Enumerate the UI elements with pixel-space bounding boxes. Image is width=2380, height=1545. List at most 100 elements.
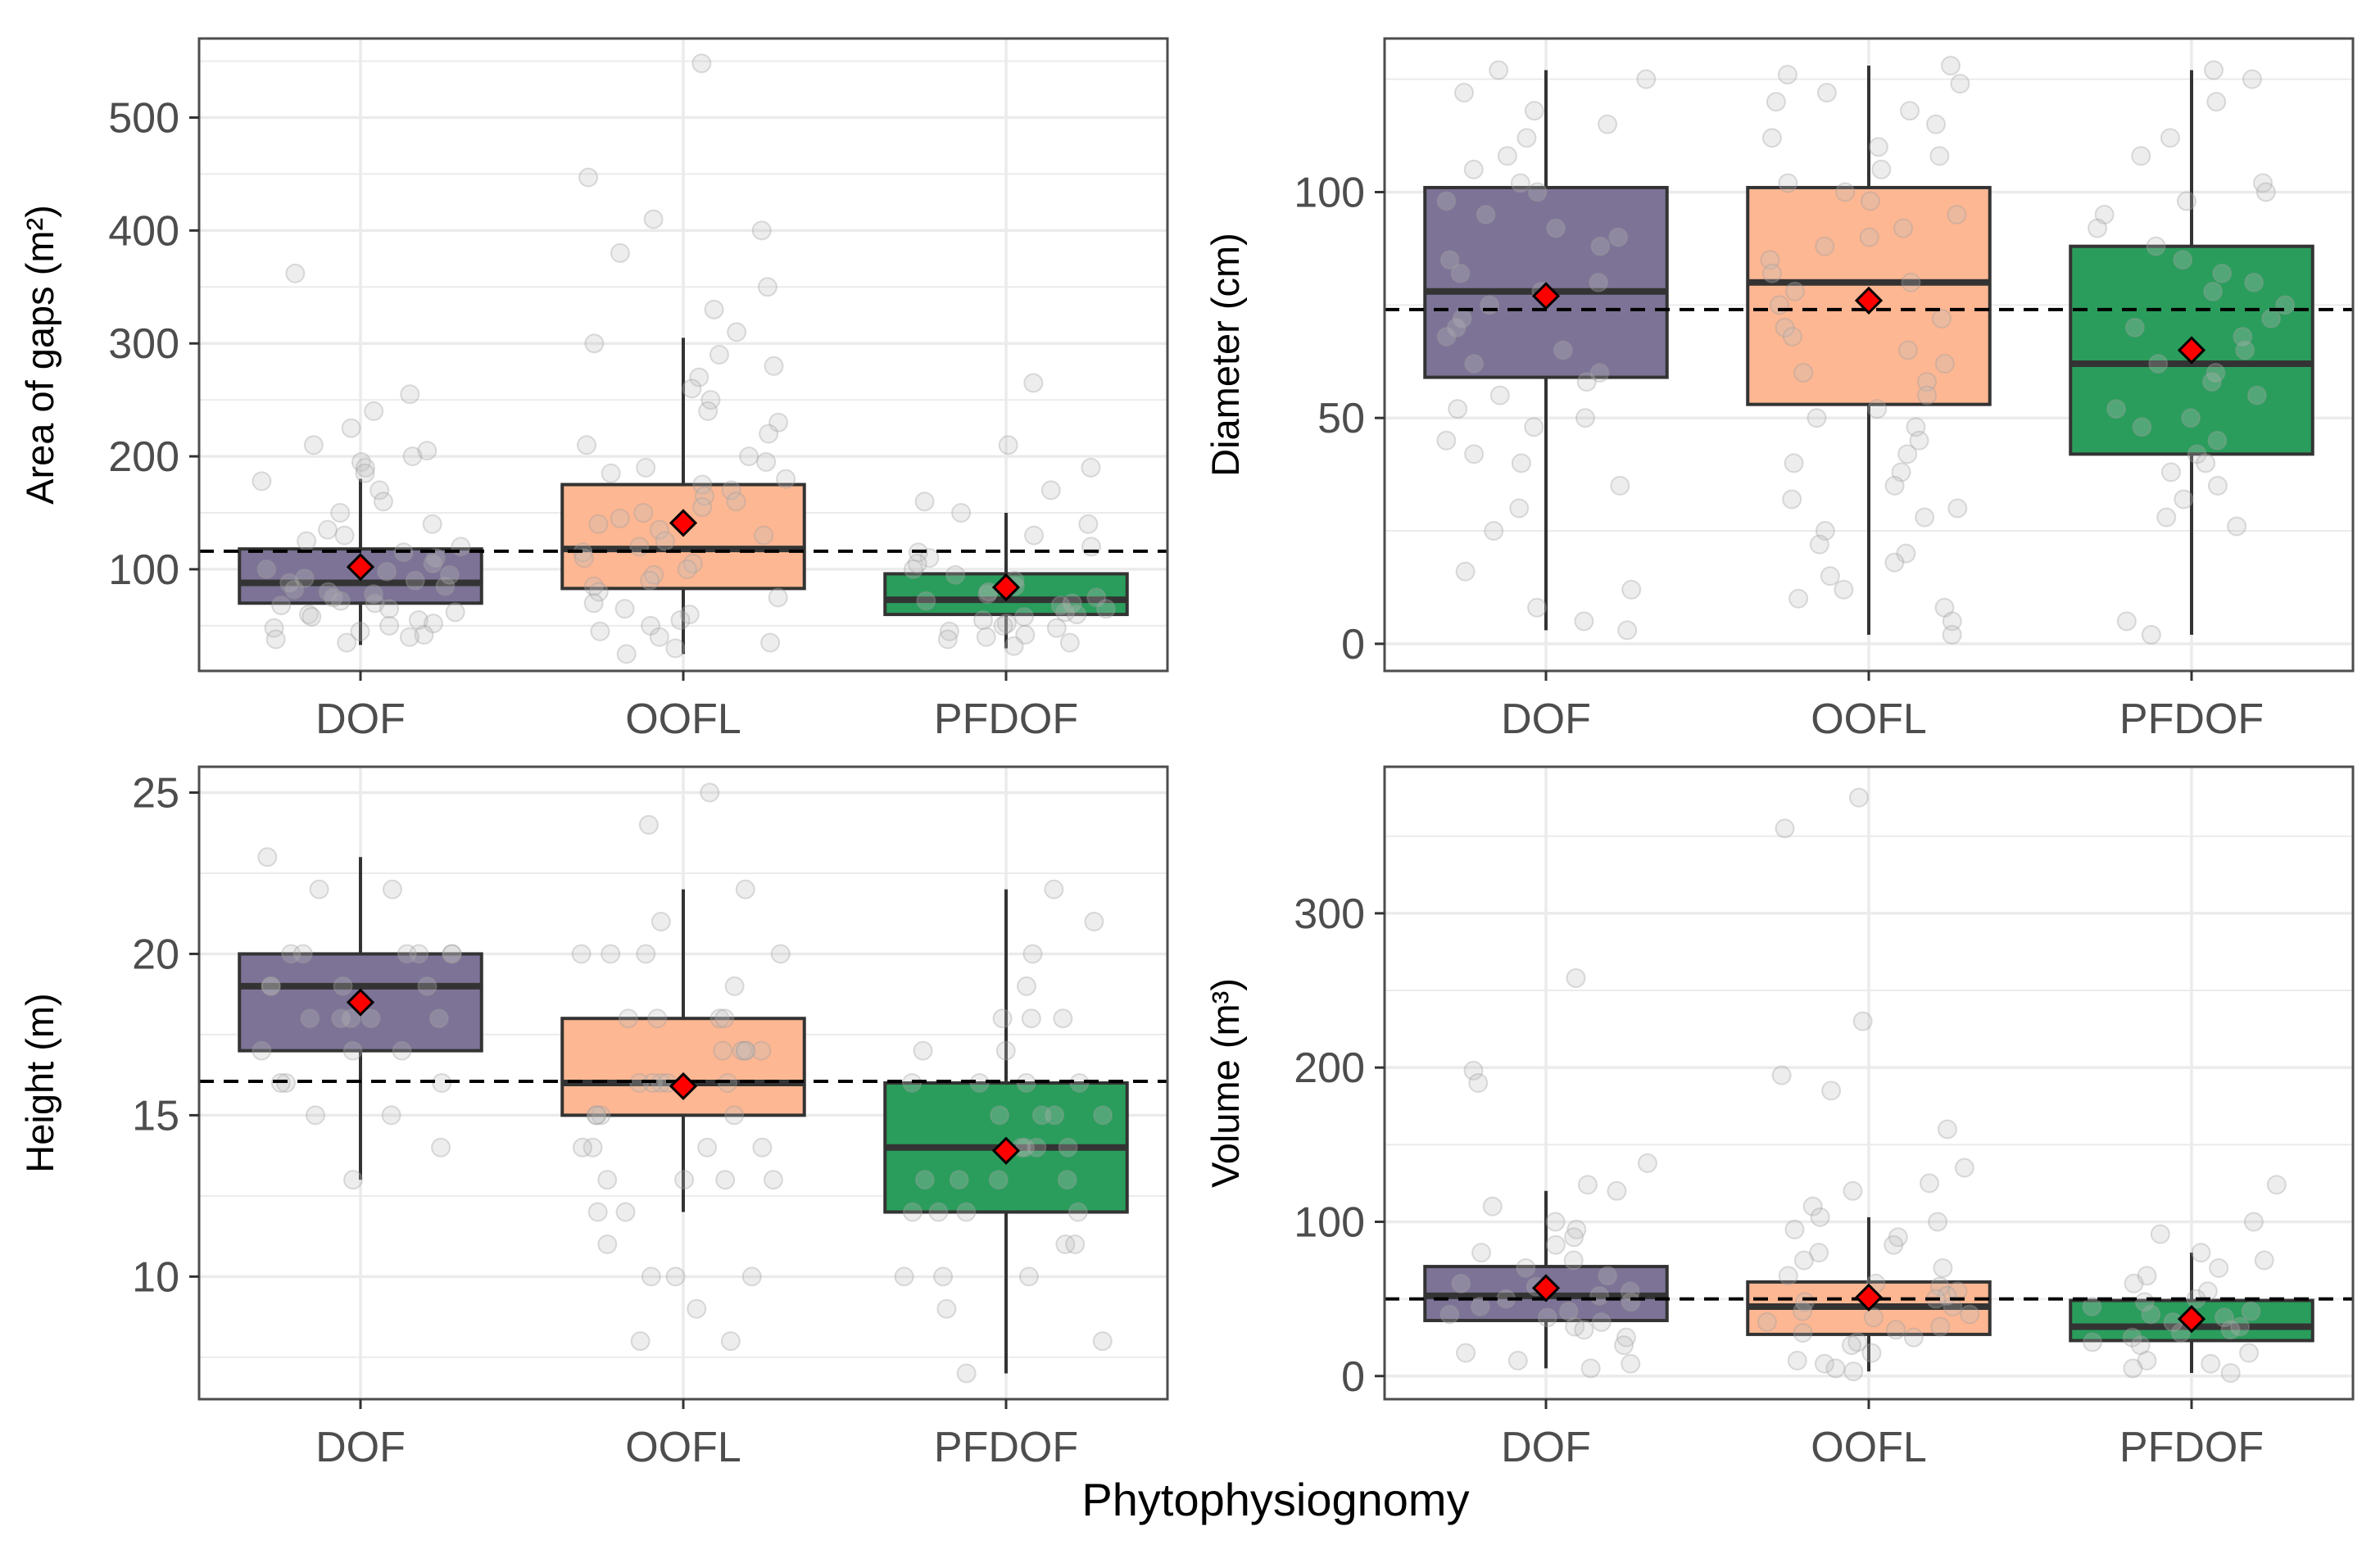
data-point xyxy=(715,1170,736,1190)
data-point xyxy=(1809,1243,1829,1263)
data-point xyxy=(373,492,393,512)
data-point xyxy=(423,554,443,574)
data-point xyxy=(2254,1250,2274,1271)
x-tick-label: PFDOF xyxy=(2119,695,2264,743)
data-point xyxy=(674,1170,695,1190)
data-point xyxy=(350,621,370,641)
data-point xyxy=(694,486,714,506)
data-point xyxy=(257,847,278,868)
data-point xyxy=(1928,1212,1948,1232)
data-point xyxy=(1086,587,1107,608)
data-point xyxy=(2230,1316,2251,1337)
data-point xyxy=(451,537,471,557)
data-point xyxy=(1470,1297,1490,1317)
data-point xyxy=(1455,561,1476,582)
data-point xyxy=(739,446,759,467)
data-point xyxy=(1580,1358,1601,1379)
data-point xyxy=(351,451,371,472)
mean-marker xyxy=(346,988,375,1017)
data-point xyxy=(692,474,713,495)
data-point xyxy=(735,1040,755,1061)
data-point xyxy=(2244,272,2264,292)
data-point xyxy=(2207,430,2228,451)
data-point xyxy=(679,605,700,625)
data-point xyxy=(1031,1105,1052,1126)
data-point xyxy=(992,1008,1013,1029)
data-point xyxy=(294,568,315,588)
data-point xyxy=(2148,354,2169,374)
data-point xyxy=(647,1008,668,1029)
data-point xyxy=(1081,457,1101,478)
data-point xyxy=(1782,326,1802,347)
x-tick-label: DOF xyxy=(315,695,406,743)
data-point xyxy=(2173,250,2193,270)
data-point xyxy=(651,912,671,932)
data-point xyxy=(1021,1008,1041,1029)
data-point xyxy=(2212,263,2233,283)
data-point xyxy=(583,593,604,614)
data-point xyxy=(1636,69,1657,89)
data-point xyxy=(641,615,661,636)
data-point xyxy=(1015,1137,1036,1158)
data-point xyxy=(271,596,292,616)
data-point xyxy=(379,599,400,619)
data-point xyxy=(292,944,313,964)
data-point xyxy=(630,1331,651,1352)
data-point xyxy=(1884,475,1905,496)
data-point xyxy=(281,944,301,964)
data-point xyxy=(700,390,721,410)
y-tick-label: 100 xyxy=(108,546,179,594)
data-point xyxy=(587,1105,607,1126)
data-point xyxy=(252,1040,272,1061)
data-point xyxy=(355,463,375,483)
data-point xyxy=(1574,1320,1594,1340)
data-point xyxy=(405,570,425,591)
data-point xyxy=(1468,1073,1489,1093)
data-point xyxy=(726,492,746,512)
y-tick-label: 25 xyxy=(132,770,179,818)
data-point xyxy=(364,401,384,421)
data-point xyxy=(928,1202,949,1222)
data-point xyxy=(760,632,781,653)
data-point xyxy=(919,548,940,569)
x-tick-label: OOFL xyxy=(1811,1424,1927,1471)
data-point xyxy=(704,299,724,319)
data-point xyxy=(2266,1175,2287,1195)
data-point xyxy=(768,412,789,433)
data-point xyxy=(689,367,709,387)
data-point xyxy=(1757,1312,1777,1332)
data-point xyxy=(1637,1153,1657,1173)
data-point xyxy=(442,944,462,964)
data-point xyxy=(1450,263,1471,283)
data-point xyxy=(1574,611,1594,632)
data-point xyxy=(1022,944,1043,964)
mean-marker xyxy=(1531,1274,1561,1303)
box-dof xyxy=(1423,70,1669,631)
data-point xyxy=(300,1008,320,1029)
data-point xyxy=(400,384,420,405)
data-point xyxy=(252,471,272,492)
y-axis-title: Area of gaps (m²) xyxy=(18,205,61,505)
data-point xyxy=(2137,1350,2157,1371)
data-point xyxy=(698,401,719,421)
data-point xyxy=(1044,879,1064,899)
data-point xyxy=(1934,597,1955,618)
data-point xyxy=(1524,101,1544,121)
mean-marker xyxy=(2177,1304,2206,1334)
data-point xyxy=(709,345,729,365)
data-point xyxy=(343,1170,364,1190)
data-point xyxy=(1793,1323,1813,1343)
data-point xyxy=(425,548,446,569)
data-point xyxy=(2132,417,2152,437)
data-point xyxy=(1775,818,1795,839)
data-point xyxy=(677,559,697,579)
data-point xyxy=(2191,1243,2211,1263)
data-point xyxy=(408,609,428,630)
data-point xyxy=(1576,372,1597,392)
data-point xyxy=(1884,552,1905,573)
data-point xyxy=(2205,363,2226,383)
data-point xyxy=(2203,281,2224,301)
data-point xyxy=(1448,399,1468,419)
data-point xyxy=(655,531,675,551)
